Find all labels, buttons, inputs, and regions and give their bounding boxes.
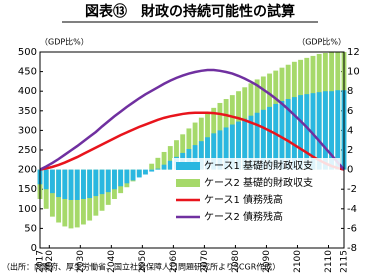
bar [335, 90, 341, 170]
bar [298, 95, 304, 170]
x-tick-label: 2040 [107, 250, 117, 273]
bar [112, 169, 117, 190]
bar [310, 93, 316, 170]
bar [124, 169, 130, 184]
bar [267, 106, 272, 170]
x-tick-label: 2070 [200, 250, 210, 273]
bar [136, 169, 142, 178]
bar [155, 168, 161, 170]
x-tick-label: 2020 [45, 250, 55, 273]
x-tick-label: 2060 [169, 250, 179, 273]
y-tick-label: 200 [18, 165, 37, 176]
y-tick-label: 350 [18, 106, 37, 117]
bar [279, 101, 285, 170]
legend-label: ケース1 債務残高 [204, 193, 283, 206]
bar [316, 92, 322, 170]
bar [167, 146, 173, 170]
bar [161, 151, 167, 170]
y2-tick-label: 8 [347, 86, 353, 97]
y2-tick-label: 12 [347, 47, 360, 58]
bar [192, 145, 198, 170]
bar [118, 169, 124, 187]
bar [87, 169, 93, 199]
bar [149, 169, 155, 172]
legend-label: ケース2 債務残高 [204, 210, 283, 223]
x-tick-label: 2100 [293, 250, 303, 273]
bar [198, 141, 204, 170]
y2-tick-label: 10 [347, 67, 360, 78]
bar [105, 169, 111, 193]
x-tick-label: 2110 [324, 250, 334, 273]
x-tick-label: 2017 [36, 250, 46, 273]
bar [322, 91, 328, 170]
y-tick-label: 100 [18, 204, 37, 215]
y2-tick-label: 2 [347, 145, 353, 156]
bar [93, 169, 99, 197]
bar [99, 169, 105, 195]
y2-tick-label: -4 [347, 204, 357, 215]
bar [143, 169, 148, 175]
y2-tick-label: 6 [347, 106, 353, 117]
bar [130, 169, 136, 181]
x-tick-label: 2050 [138, 250, 148, 273]
y-tick-label: 50 [24, 223, 37, 234]
bar [304, 94, 310, 170]
legend-label: ケース2 基礎的財政収支 [204, 176, 313, 189]
x-tick-label: 2115 [340, 250, 350, 273]
x-tick-label: 2080 [231, 250, 241, 273]
bar [56, 169, 62, 198]
y-tick-label: 150 [18, 184, 37, 195]
bar [223, 127, 229, 170]
bar [217, 130, 223, 170]
legend-label: ケース1 基礎的財政収支 [204, 159, 313, 172]
x-tick-label: 2030 [76, 250, 86, 273]
bar [273, 103, 279, 170]
bar [62, 169, 68, 199]
bar [49, 169, 55, 194]
bar [236, 121, 241, 170]
bar [180, 134, 186, 170]
plot-frame [39, 51, 345, 249]
y2-axis-label: （GDP比%） [297, 37, 346, 47]
bar [211, 133, 217, 170]
legend-swatch [176, 162, 200, 170]
bar [291, 97, 297, 170]
y-tick-label: 400 [18, 86, 37, 97]
bar [149, 163, 155, 170]
bar [329, 91, 335, 170]
bar [43, 169, 49, 190]
bar [205, 137, 210, 170]
chart-title: 図表⑬ 財政の持続可能性の試算 [85, 3, 295, 20]
bar [229, 124, 235, 170]
bar [260, 109, 266, 170]
y-tick-label: 0 [31, 243, 37, 254]
bar [254, 112, 260, 170]
legend-swatch [176, 179, 200, 187]
bar [242, 118, 248, 170]
source-note: （出所：内閣府、厚生労働省、国立社会保障人口問題研究所よりSCGR作成） [2, 262, 280, 272]
y2-tick-label: -8 [347, 243, 357, 254]
y2-tick-label: -6 [347, 223, 357, 234]
y-axis-label: （GDP比%） [40, 37, 89, 47]
bar [74, 169, 80, 200]
bar [285, 99, 291, 170]
x-tick-label: 2090 [262, 250, 272, 273]
y-tick-label: 250 [18, 145, 37, 156]
y2-tick-label: 4 [347, 125, 353, 136]
bar [80, 169, 86, 199]
bar [174, 140, 179, 170]
y-tick-label: 450 [18, 67, 37, 78]
y2-tick-label: 0 [347, 165, 353, 176]
bar [161, 164, 167, 170]
y-tick-label: 500 [18, 47, 37, 58]
bar [167, 160, 173, 170]
y2-tick-label: -2 [347, 184, 357, 195]
bar [248, 115, 254, 170]
y-tick-label: 300 [18, 125, 37, 136]
line [39, 111, 345, 171]
bar [155, 157, 161, 170]
bar [68, 169, 74, 200]
line [39, 68, 345, 171]
